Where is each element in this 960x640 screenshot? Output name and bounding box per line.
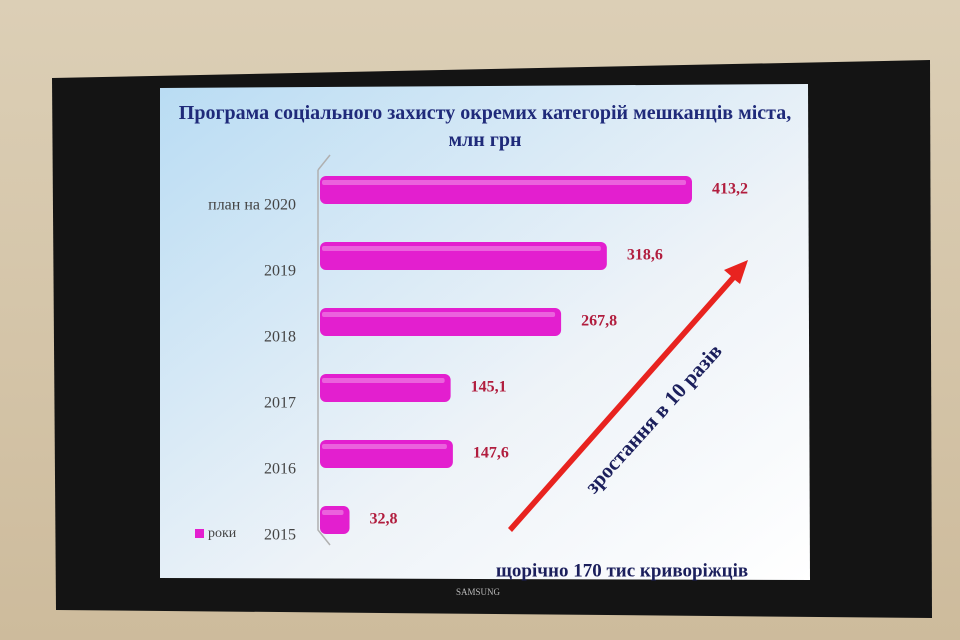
value-label: 147,6 — [473, 445, 509, 462]
category-label: план на 2020 — [208, 197, 296, 214]
value-label: 413,2 — [712, 181, 748, 198]
bar — [320, 242, 607, 270]
value-label: 267,8 — [581, 313, 617, 330]
bar-shine — [322, 312, 556, 317]
chart-title: Програма соціального захисту окремих кат… — [178, 102, 792, 151]
chart-backplane — [317, 154, 331, 171]
value-label: 32,8 — [370, 511, 398, 528]
value-label: 318,6 — [627, 247, 663, 264]
bar — [320, 374, 451, 402]
bar-shine — [322, 378, 445, 383]
bar-shine — [322, 180, 686, 185]
bar — [320, 506, 350, 534]
category-label: 2016 — [264, 461, 296, 478]
legend-label: роки — [208, 526, 237, 541]
legend-swatch — [195, 529, 204, 538]
footnote: щорічно 170 тис криворіжців — [496, 560, 748, 581]
category-label: 2017 — [264, 395, 296, 412]
value-label: 145,1 — [471, 379, 507, 396]
tv-brand: SAMSUNG — [456, 587, 501, 597]
bar — [320, 308, 562, 336]
category-label: 2019 — [264, 263, 296, 280]
bar-shine — [322, 246, 601, 251]
bar — [320, 176, 692, 204]
bar — [320, 440, 453, 468]
bar-shine — [322, 444, 447, 449]
growth-arrow — [508, 260, 748, 532]
category-label: 2018 — [264, 329, 296, 346]
bar-shine — [322, 510, 344, 515]
chart-backplane — [317, 170, 331, 546]
category-label: 2015 — [264, 527, 296, 544]
